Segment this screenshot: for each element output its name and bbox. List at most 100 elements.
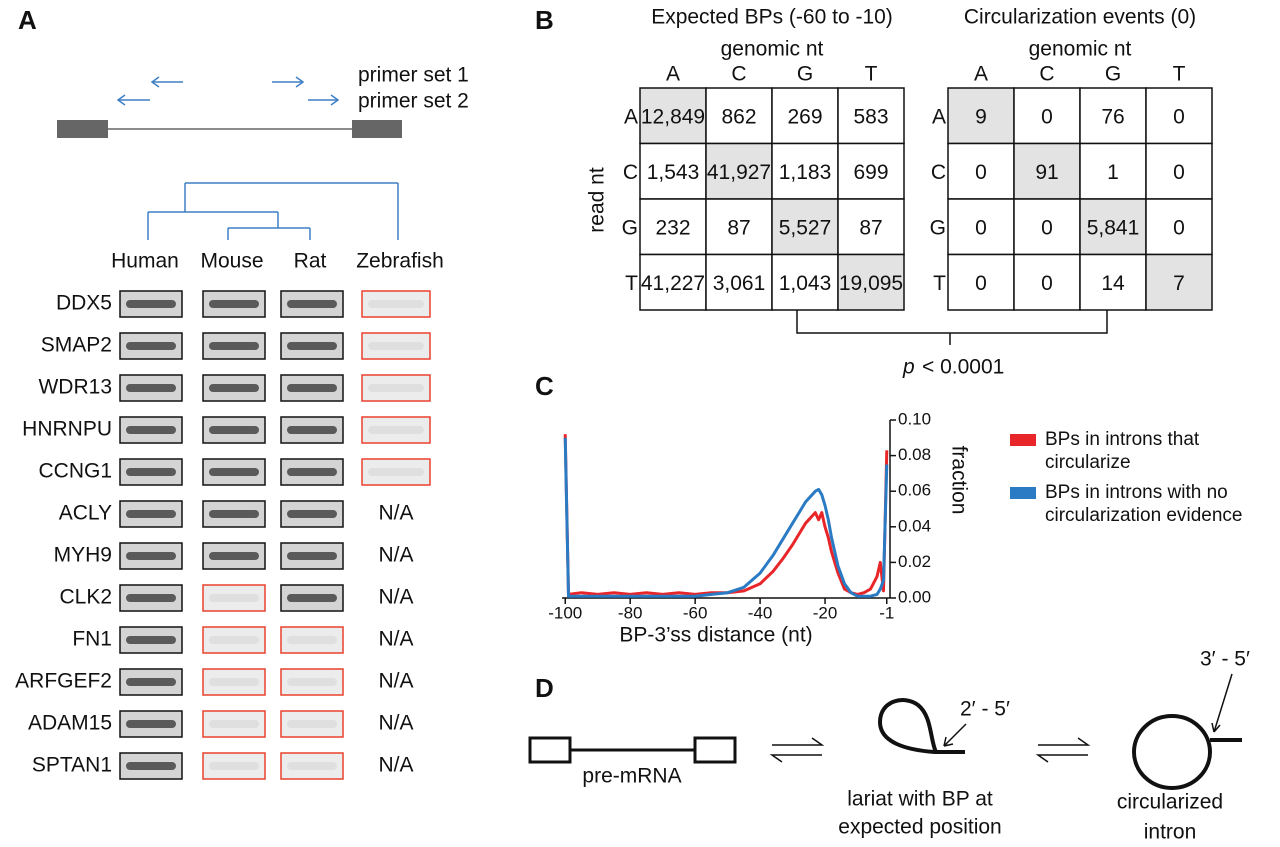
legend-swatch xyxy=(1010,487,1036,499)
gel-band xyxy=(126,678,176,686)
cell-value: 1,183 xyxy=(779,161,832,184)
comparison-bracket xyxy=(796,310,1108,345)
table-cell xyxy=(947,142,1015,200)
exon-box xyxy=(528,736,572,764)
table-cell xyxy=(1145,87,1213,145)
cell-value: 7 xyxy=(1173,272,1185,295)
gel-band xyxy=(287,342,337,350)
link-arrow xyxy=(1211,673,1233,733)
cell-value: 1 xyxy=(1107,161,1119,184)
lariat-label: expected position xyxy=(838,816,1001,839)
cell-value: 87 xyxy=(859,216,882,239)
col-label: T xyxy=(865,63,878,86)
table-cell xyxy=(1079,87,1147,145)
table-cell xyxy=(837,253,905,311)
cell-value: 0 xyxy=(1173,216,1185,239)
legend-label: BPs in introns that circularize xyxy=(1045,429,1200,473)
gel-band xyxy=(368,468,424,476)
cell-value: 0 xyxy=(1041,272,1053,295)
primer-arrowhead xyxy=(116,94,126,106)
gene-label: ARFGEF2 xyxy=(15,670,112,693)
primer-arrowhead xyxy=(295,76,305,88)
link-label: 2′ - 5′ xyxy=(960,698,1010,721)
gene-label: DDX5 xyxy=(56,292,112,315)
x-tick-label: -100 xyxy=(548,603,582,622)
cell-value: 9 xyxy=(975,105,987,128)
table-cell xyxy=(639,198,707,256)
panel-label: A xyxy=(18,5,37,35)
gel-band xyxy=(287,384,337,392)
table-cell xyxy=(639,87,707,145)
legend-swatch xyxy=(1010,434,1036,446)
y-axis-label: fraction xyxy=(947,446,970,515)
panel-label: C xyxy=(535,371,554,401)
gel-band xyxy=(126,594,176,602)
exon-box xyxy=(693,736,737,764)
row-label: A xyxy=(624,105,638,128)
gel-band xyxy=(126,720,176,728)
gel-band xyxy=(287,762,337,770)
table-title: Circularization events (0) xyxy=(964,6,1196,29)
circle-label: circularized xyxy=(1117,791,1223,814)
gel-band xyxy=(126,426,176,434)
x-tick-label: -40 xyxy=(748,603,773,622)
gel-band xyxy=(209,678,259,686)
cell-value: 0 xyxy=(975,216,987,239)
cell-value: 3,061 xyxy=(713,272,766,295)
circle-label: intron xyxy=(1144,821,1197,844)
col-header: genomic nt xyxy=(721,38,824,61)
gel-band xyxy=(209,720,259,728)
col-label: G xyxy=(1105,63,1121,86)
row-label: A xyxy=(932,105,946,128)
table-title: Expected BPs (-60 to -10) xyxy=(651,6,893,29)
gel-band xyxy=(126,300,176,308)
cell-value: 5,527 xyxy=(779,216,832,239)
y-tick-label: 0.02 xyxy=(898,552,931,571)
gene-label: CLK2 xyxy=(59,586,112,609)
na-label: N/A xyxy=(378,502,413,525)
gene-label: ACLY xyxy=(59,502,112,525)
table-cell xyxy=(1079,142,1147,200)
gene-label: CCNG1 xyxy=(38,460,112,483)
equilibrium-arrow xyxy=(769,737,825,763)
gel-band xyxy=(287,636,337,644)
cell-value: 19,095 xyxy=(839,272,903,295)
gel-band xyxy=(209,594,259,602)
primer-label: primer set 2 xyxy=(358,90,469,113)
table-cell xyxy=(1145,253,1213,311)
col-label: C xyxy=(731,63,746,86)
gel-band xyxy=(209,552,259,560)
cell-value: 12,849 xyxy=(641,105,705,128)
col-label: T xyxy=(1173,63,1186,86)
lariat xyxy=(877,698,965,754)
cell-value: 0 xyxy=(1173,105,1185,128)
gel-band xyxy=(209,342,259,350)
gel-band xyxy=(287,300,337,308)
table-cell xyxy=(639,142,707,200)
gel-band xyxy=(126,510,176,518)
cell-value: 76 xyxy=(1101,105,1124,128)
x-tick-label: -1 xyxy=(879,603,894,622)
table-cell xyxy=(947,253,1015,311)
cell-value: 699 xyxy=(853,161,888,184)
x-tick-label: -20 xyxy=(813,603,838,622)
row-label: C xyxy=(623,161,638,184)
gel-band xyxy=(209,762,259,770)
gene-label: HNRNPU xyxy=(22,418,112,441)
gene-label: SPTAN1 xyxy=(32,754,112,777)
y-tick-label: 0.06 xyxy=(898,481,931,500)
col-label: A xyxy=(666,63,680,86)
na-label: N/A xyxy=(378,754,413,777)
series-line xyxy=(563,437,889,598)
y-tick-label: 0.08 xyxy=(898,445,931,464)
cell-value: 0 xyxy=(1041,105,1053,128)
gel-band xyxy=(287,510,337,518)
gel-band xyxy=(126,342,176,350)
na-label: N/A xyxy=(378,544,413,567)
cell-value: 0 xyxy=(975,272,987,295)
table-cell xyxy=(705,142,773,200)
p-value: < 0.0001 xyxy=(922,356,1004,379)
gel-band xyxy=(126,762,176,770)
cell-value: 5,841 xyxy=(1087,216,1140,239)
